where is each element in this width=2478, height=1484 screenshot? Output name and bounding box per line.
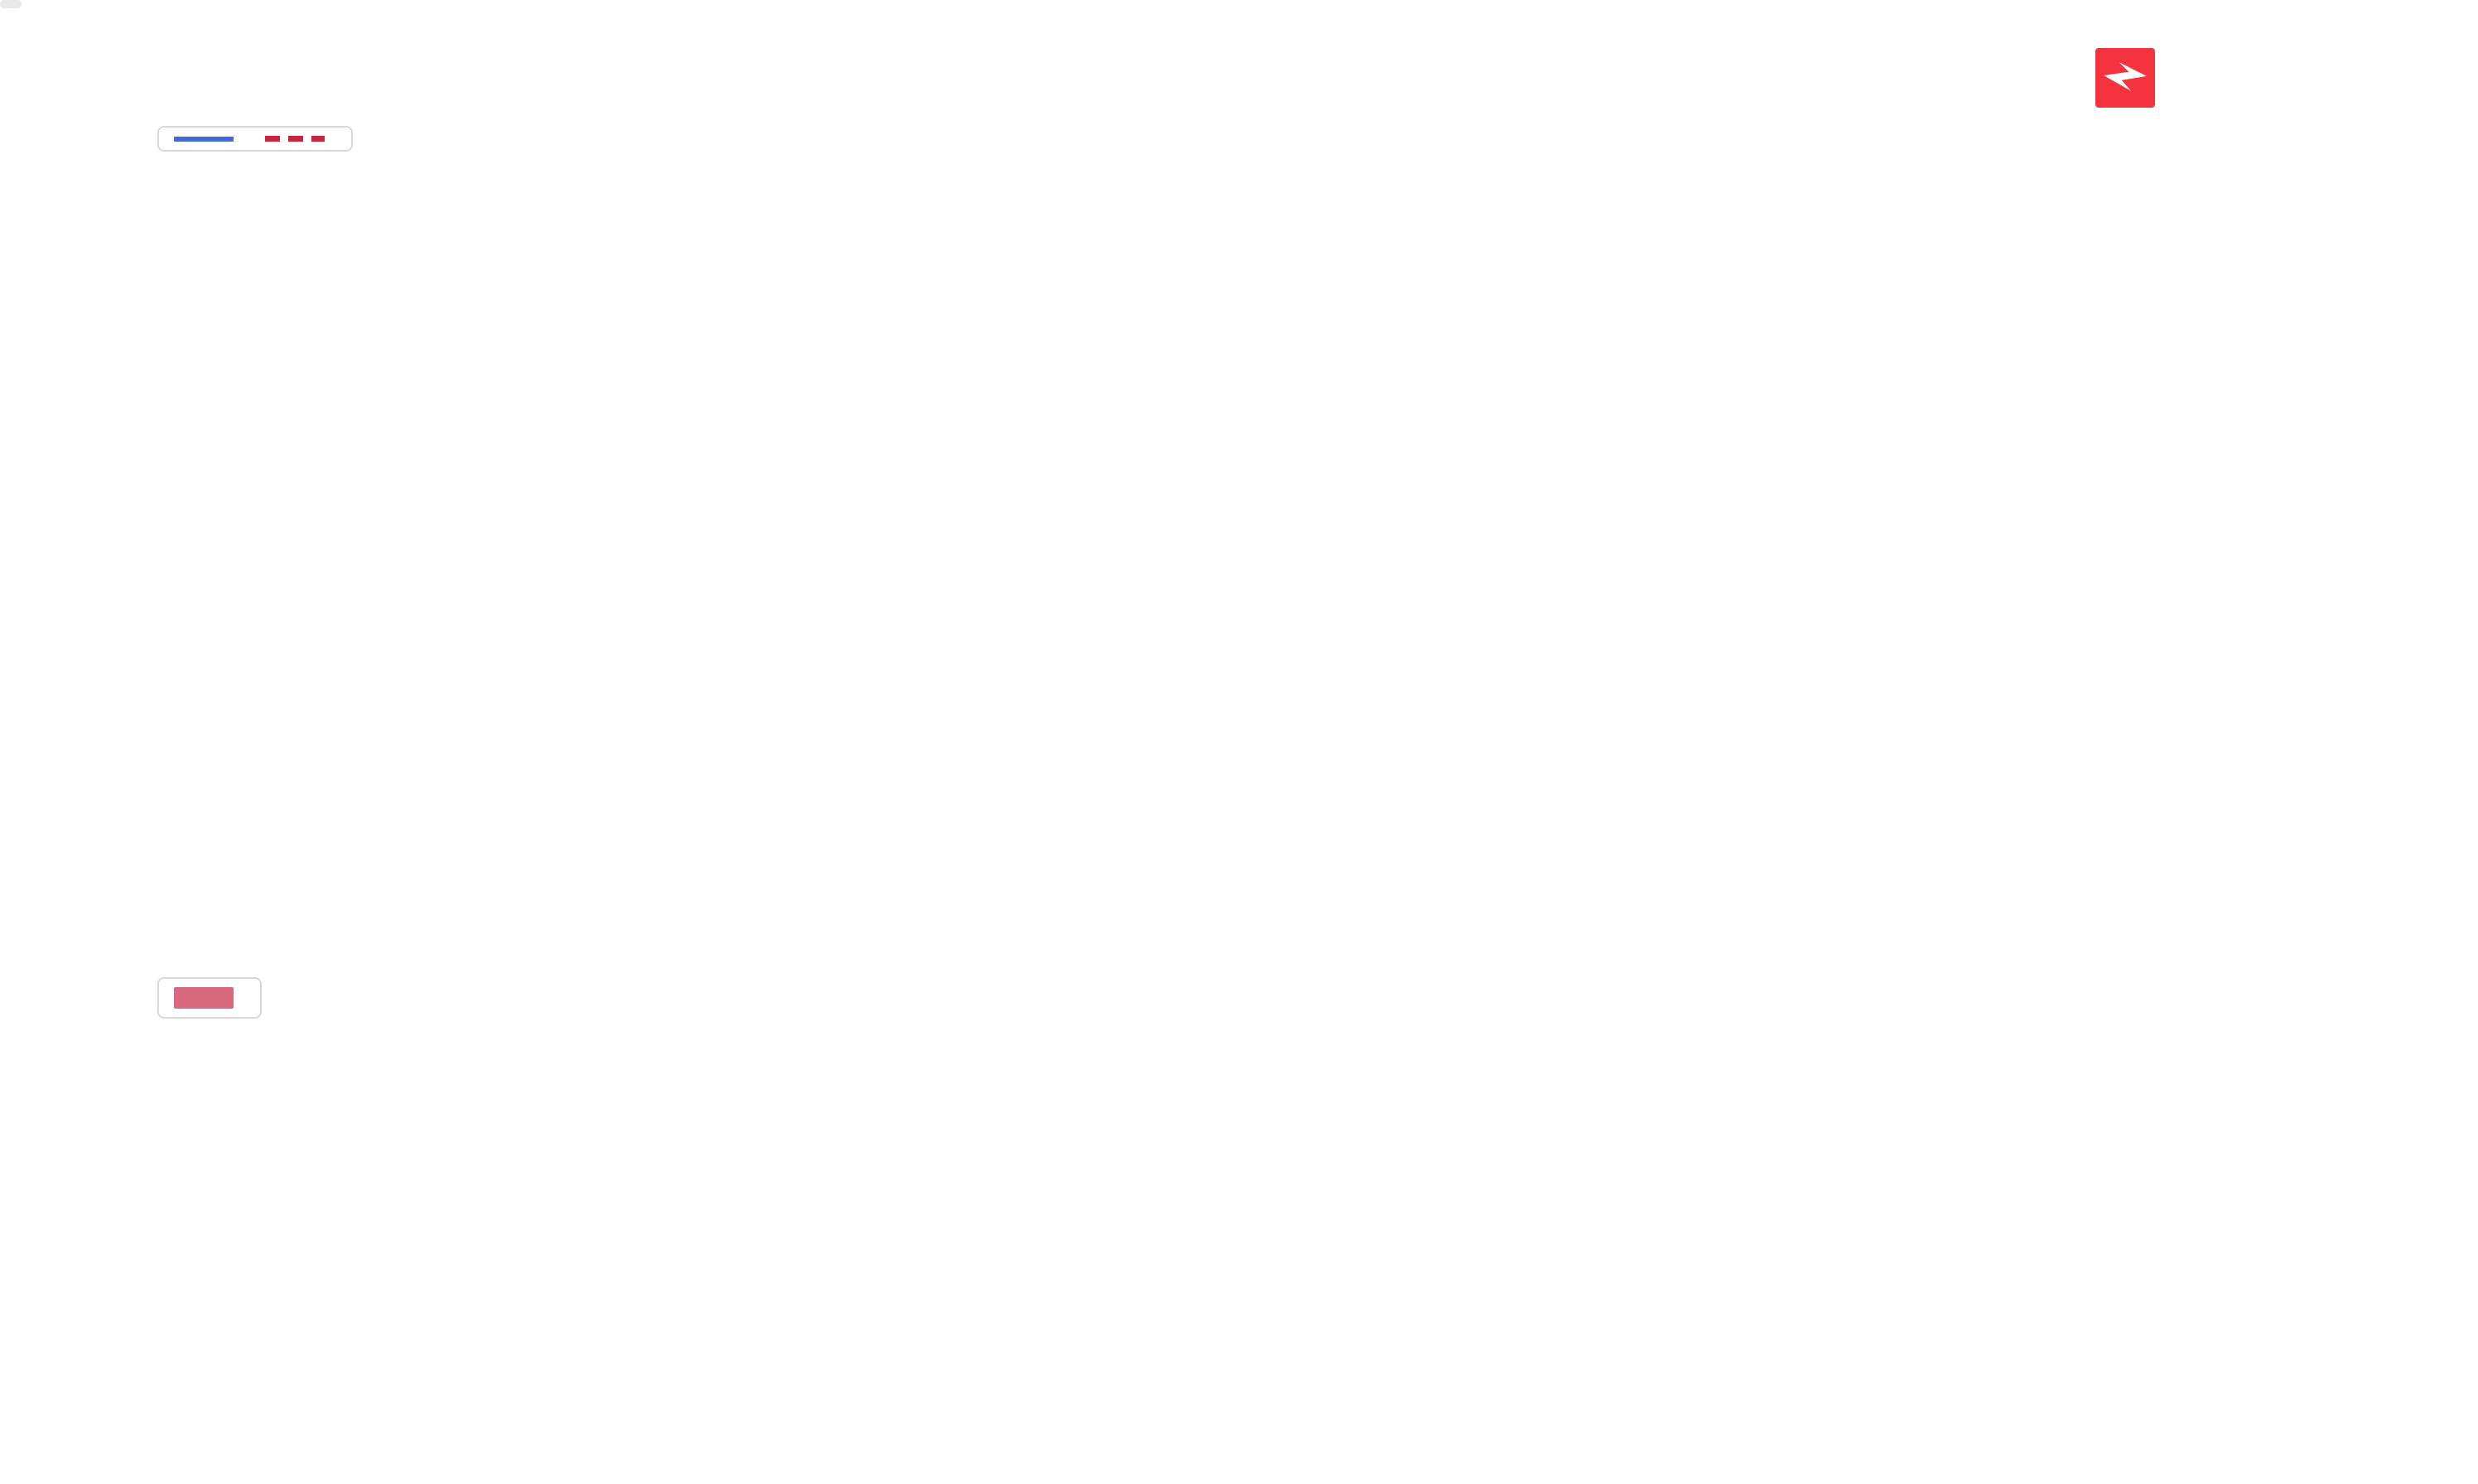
legend-item-sales-real[interactable] <box>265 136 336 142</box>
legend-swatch-real <box>265 136 325 142</box>
xtb-mark-icon <box>2095 48 2155 108</box>
legend-swatch-bar <box>174 987 234 1009</box>
legend-item-sales-nominal-yy[interactable] <box>174 987 245 1009</box>
legend-item-sales-nominal[interactable] <box>174 136 245 142</box>
bar-chart-panel <box>0 919 2478 1433</box>
legend-line-chart[interactable] <box>157 126 353 152</box>
legend-swatch-nominal <box>174 136 234 142</box>
xtb-logo <box>2095 48 2167 108</box>
legend-bar-chart[interactable] <box>157 977 262 1019</box>
annotation-2-4 <box>0 0 22 8</box>
line-chart-panel <box>0 0 2478 878</box>
